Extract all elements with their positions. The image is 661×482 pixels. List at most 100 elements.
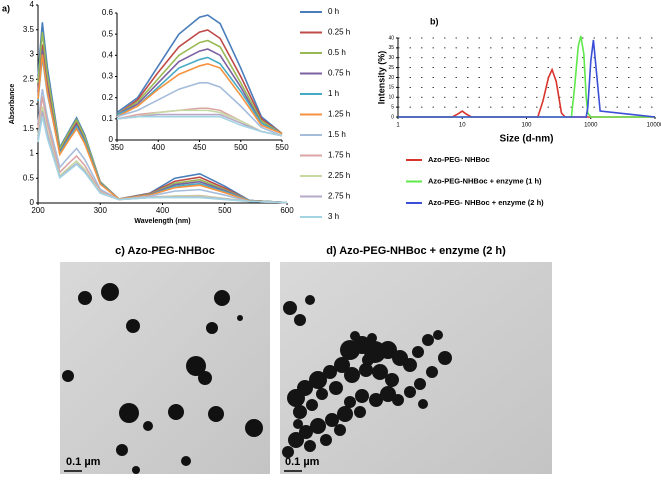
scale-bar-label: 0.1 µm bbox=[66, 456, 101, 468]
y-tick-label: 3.5 bbox=[23, 25, 35, 34]
y-tick-label: 0.2 bbox=[102, 93, 114, 102]
x-tick-label: 500 bbox=[218, 206, 232, 215]
particle bbox=[237, 315, 243, 321]
y-tick-label: 20 bbox=[388, 75, 394, 81]
particle bbox=[208, 406, 224, 422]
aggregate bbox=[385, 373, 399, 387]
particle bbox=[62, 370, 74, 382]
series-line bbox=[116, 29, 283, 135]
aggregate bbox=[392, 394, 404, 406]
tem-image-c bbox=[60, 262, 270, 474]
aggregate bbox=[344, 396, 356, 408]
y-tick-label: 3 bbox=[30, 50, 35, 59]
series-line bbox=[116, 62, 283, 135]
series-line bbox=[37, 54, 288, 204]
aggregate bbox=[282, 446, 294, 458]
aggregate bbox=[355, 389, 369, 403]
legend-label: 1.75 h bbox=[328, 151, 350, 160]
legend-label: 0.5 h bbox=[328, 48, 346, 57]
x-tick-label: 1 bbox=[396, 123, 400, 129]
y-axis-label: Intensity (%) bbox=[376, 51, 386, 105]
x-tick-label: 500 bbox=[234, 143, 248, 152]
legend-label: 0 h bbox=[328, 7, 339, 16]
chart: 0 5 10 15 20 25 30 35 40 1 10 100 1000 10000 b) Size (d… bbox=[376, 16, 661, 207]
particle bbox=[119, 403, 139, 423]
legend-label: 0.25 h bbox=[328, 28, 350, 37]
y-tick-label: 0.6 bbox=[102, 8, 114, 17]
y-tick-label: 1.5 bbox=[23, 124, 35, 133]
legend-label: Azo-PEG- NHBoc + enzyme (2 h) bbox=[428, 198, 544, 207]
legend-label: 1 h bbox=[328, 89, 339, 98]
series-line bbox=[37, 89, 288, 204]
aggregate bbox=[294, 314, 306, 326]
panel-label: b) bbox=[430, 16, 439, 26]
aggregate bbox=[323, 365, 337, 379]
series-line bbox=[116, 115, 283, 137]
y-tick-label: 4 bbox=[30, 0, 35, 9]
y-tick-label: 0.1 bbox=[102, 114, 114, 123]
x-tick-label: 400 bbox=[156, 206, 170, 215]
panel-label: a) bbox=[2, 3, 10, 13]
particle bbox=[143, 421, 153, 431]
aggregate bbox=[293, 419, 303, 429]
y-tick-label: 30 bbox=[388, 55, 394, 61]
y-tick-label: 0 bbox=[391, 114, 394, 120]
legend-label: 0.75 h bbox=[328, 69, 350, 78]
aggregate bbox=[288, 432, 304, 448]
legend-label: 1.25 h bbox=[328, 110, 350, 119]
aggregate bbox=[414, 378, 426, 390]
aggregate bbox=[433, 330, 443, 340]
particle bbox=[116, 444, 128, 456]
aggregate bbox=[344, 367, 360, 383]
aggregate bbox=[359, 363, 373, 377]
y-tick-label: 2.5 bbox=[23, 74, 35, 83]
inset-background bbox=[97, 7, 288, 156]
x-axis-label: Wavelength (nm) bbox=[134, 218, 190, 225]
particle bbox=[214, 290, 230, 306]
series-line bbox=[116, 56, 283, 135]
series-line bbox=[116, 113, 283, 137]
aggregate bbox=[329, 381, 343, 395]
aggregate bbox=[309, 371, 327, 389]
x-tick-label: 350 bbox=[110, 143, 124, 152]
particle bbox=[126, 319, 140, 333]
aggregate bbox=[412, 346, 424, 358]
series-line bbox=[116, 109, 283, 137]
legend-label: Azo-PEG-NHBoc + enzyme (1 h) bbox=[428, 176, 542, 185]
y-tick-label: 35 bbox=[388, 45, 394, 51]
aggregate bbox=[367, 333, 377, 343]
x-tick-label: 600 bbox=[280, 206, 294, 215]
particle bbox=[198, 371, 212, 385]
image-title: c) Azo-PEG-NHBoc bbox=[115, 245, 215, 257]
aggregate bbox=[379, 341, 397, 359]
particle bbox=[181, 456, 191, 466]
particle bbox=[78, 291, 92, 305]
aggregate bbox=[304, 440, 316, 452]
aggregate bbox=[422, 334, 434, 346]
aggregate bbox=[337, 406, 353, 422]
scale-bar-label: 0.1 µm bbox=[285, 456, 320, 468]
aggregate bbox=[325, 413, 339, 427]
aggregate bbox=[354, 406, 366, 418]
particle bbox=[206, 322, 218, 334]
y-tick-label: 0 bbox=[30, 198, 35, 207]
aggregate bbox=[404, 386, 416, 398]
aggregate bbox=[310, 418, 326, 434]
chart: 0 0.1 0.2 0.3 0.4 0.5 0.6 350 400 450 500 550 bbox=[97, 7, 289, 156]
tem-images: c) Azo-PEG-NHBoc d) Azo-PEG-NHBoc + enzy… bbox=[60, 245, 552, 474]
aggregate bbox=[283, 301, 297, 315]
series-line bbox=[398, 35, 655, 118]
particle bbox=[245, 419, 263, 437]
aggregate bbox=[362, 354, 374, 366]
y-tick-label: 2 bbox=[30, 99, 35, 108]
particle bbox=[168, 404, 184, 420]
y-tick-label: 0.5 bbox=[23, 173, 35, 182]
series-line bbox=[116, 48, 283, 135]
aggregate bbox=[306, 399, 318, 411]
y-tick-label: 0.5 bbox=[102, 29, 114, 38]
legend-label: 1.5 h bbox=[328, 130, 346, 139]
x-tick-label: 10 bbox=[459, 123, 466, 129]
aggregate bbox=[316, 388, 328, 400]
y-tick-label: 25 bbox=[388, 65, 394, 71]
x-tick-label: 100 bbox=[521, 123, 532, 129]
